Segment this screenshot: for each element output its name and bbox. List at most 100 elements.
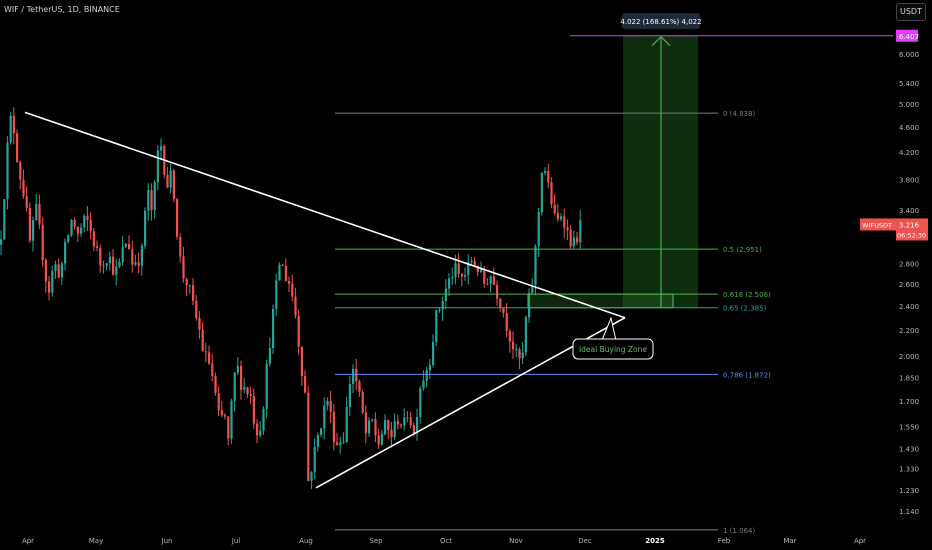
candle-body	[476, 265, 479, 273]
candle-body	[124, 243, 127, 247]
candle-body	[259, 430, 262, 436]
candle-body	[195, 300, 198, 318]
x-tick-label: Jun	[161, 537, 173, 545]
candle-body	[419, 388, 422, 417]
candle-body	[112, 256, 115, 275]
candle-body	[224, 415, 227, 417]
fib-label: 0 (4.838)	[723, 110, 755, 118]
candle-body	[204, 351, 207, 353]
candle-body	[281, 264, 284, 266]
candle-body	[486, 283, 489, 285]
candles-layer	[0, 107, 582, 490]
candle-body	[352, 369, 355, 385]
candle-body	[256, 423, 259, 436]
candle-body	[156, 150, 159, 183]
candle-body	[368, 420, 371, 434]
candle-body	[22, 179, 25, 197]
candle-body	[464, 275, 467, 277]
candle-body	[169, 170, 172, 188]
currency-button[interactable]: USDT	[896, 3, 926, 21]
candle-body	[35, 204, 38, 221]
y-tick-label: 6.000	[899, 51, 919, 59]
candle-body	[140, 245, 143, 266]
candle-body	[57, 264, 60, 278]
candle-body	[240, 365, 243, 390]
candle-body	[44, 260, 47, 282]
candle-body	[441, 301, 444, 310]
x-tick-label: Aug	[299, 537, 313, 545]
candle-body	[288, 281, 291, 284]
y-tick-label: 5.400	[899, 80, 919, 88]
candle-body	[355, 369, 358, 382]
candle-body	[393, 421, 396, 438]
candle-body	[265, 363, 268, 409]
candle-body	[304, 376, 307, 393]
candle-body	[108, 256, 111, 264]
candle-body	[361, 391, 364, 413]
candle-body	[400, 424, 403, 426]
y-tick-label: 4.600	[899, 124, 919, 132]
candle-body	[566, 227, 569, 231]
candle-body	[73, 219, 76, 227]
candle-body	[48, 281, 51, 293]
candle-body	[176, 199, 179, 237]
candle-body	[329, 400, 332, 412]
annotation-label: Ideal Buying Zone	[579, 345, 647, 354]
callout-box	[572, 338, 654, 360]
projection-label: 4.022 (168.61%) 4,022	[620, 18, 701, 26]
candle-body	[444, 288, 447, 302]
candle-body	[160, 146, 163, 151]
x-tick-label: Mar	[783, 537, 796, 545]
y-tick-label: 2.200	[899, 327, 919, 335]
candle-body	[576, 237, 579, 243]
y-tick-label: 4.200	[899, 149, 919, 157]
candle-body	[134, 262, 137, 265]
symbol-title: WIF / TetherUS, 1D, BINANCE	[4, 5, 120, 14]
candle-body	[320, 428, 323, 435]
x-tick-label: May	[89, 537, 103, 545]
candle-body	[99, 247, 102, 266]
candle-body	[198, 317, 201, 330]
candle-body	[233, 372, 236, 401]
candle-body	[425, 370, 428, 381]
candle-body	[579, 220, 582, 243]
candle-body	[572, 237, 575, 247]
candle-body	[371, 419, 374, 421]
candle-body	[60, 263, 63, 278]
target-price-label: 6.407	[899, 33, 919, 41]
candle-body	[144, 210, 147, 246]
candle-body	[364, 412, 367, 434]
candle-body	[528, 292, 531, 318]
candle-body	[534, 246, 537, 285]
y-tick-label: 1.550	[899, 423, 919, 431]
candle-body	[531, 284, 534, 293]
candle-body	[188, 285, 191, 287]
candle-body	[211, 363, 214, 376]
candle-body	[339, 442, 342, 446]
candle-body	[432, 341, 435, 366]
candle-body	[310, 471, 313, 481]
current-price-label: 3.216	[899, 221, 920, 229]
candle-body	[323, 405, 326, 429]
x-tick-label: Dec	[578, 537, 592, 545]
candle-body	[25, 196, 28, 209]
candle-body	[480, 268, 483, 273]
x-axis[interactable]: Apr May Jun Jul Aug Sep Oct Nov Dec 2025 Feb Mar Apr	[22, 537, 866, 545]
candle-body	[406, 417, 409, 419]
candle-body	[262, 408, 265, 431]
candle-body	[502, 308, 505, 314]
y-axis[interactable]: 6.000 5.400 5.000 4.600 4.200 3.800 3.400 2.800…	[860, 29, 928, 516]
candle-body	[92, 231, 95, 247]
fib-label: 0.786 (1.872)	[723, 371, 771, 379]
symbol-tag	[860, 218, 896, 231]
candle-body	[220, 410, 223, 416]
candle-body	[131, 249, 134, 265]
candle-body	[326, 400, 329, 406]
candle-body	[51, 270, 54, 293]
y-tick-label: 1.330	[899, 465, 919, 473]
candle-body	[275, 280, 278, 309]
candle-body	[3, 199, 6, 240]
candle-body	[540, 173, 543, 213]
candle-body	[236, 365, 239, 373]
